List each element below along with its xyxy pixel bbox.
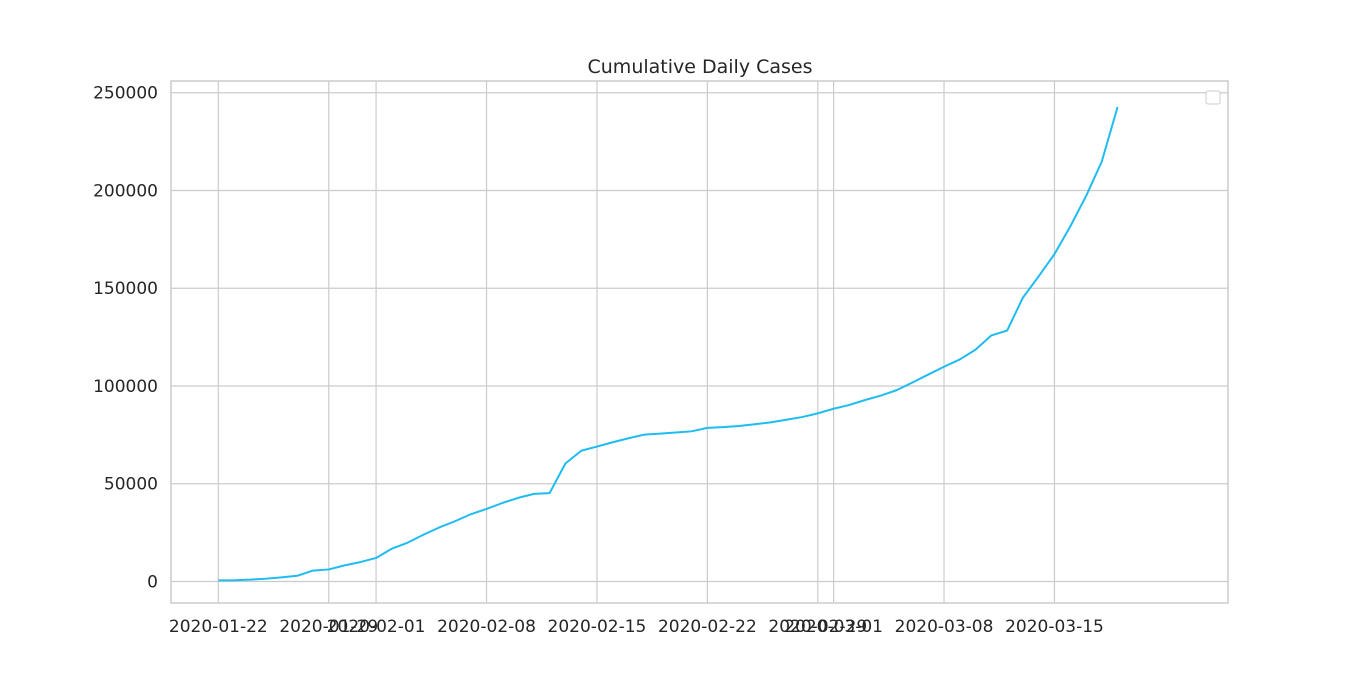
x-tick-label: 2020-02-15 [548, 617, 647, 637]
x-tick-label: 2020-03-01 [784, 617, 883, 637]
y-tick-label: 150000 [93, 279, 158, 299]
y-tick-label: 200000 [93, 181, 158, 201]
y-axis-tick-labels: 0 50000 100000 150000 200000 250000 [93, 84, 158, 593]
x-tick-label: 2020-02-29 [768, 617, 867, 637]
x-tick-label: 2020-02-22 [658, 617, 757, 637]
y-tick-label: 50000 [104, 475, 158, 495]
x-tick-label: 2020-02-08 [437, 617, 536, 637]
x-tick-label: 2020-03-08 [895, 617, 994, 637]
y-tick-label: 0 [147, 572, 158, 592]
plot-area-frame [170, 80, 1229, 604]
y-gridlines [171, 92, 1228, 583]
x-gridlines [217, 81, 1056, 603]
legend-box [1205, 90, 1221, 105]
y-tick-label: 100000 [93, 377, 158, 397]
x-tick-label: 2020-02-01 [327, 617, 426, 637]
y-tick-label: 250000 [93, 84, 158, 104]
chart-title: Cumulative Daily Cases [588, 56, 813, 78]
x-tick-label: 2020-03-15 [1005, 617, 1104, 637]
x-tick-label: 2020-01-22 [169, 617, 268, 637]
x-tick-label: 2020-01-29 [279, 617, 378, 637]
series-line [218, 106, 1119, 582]
